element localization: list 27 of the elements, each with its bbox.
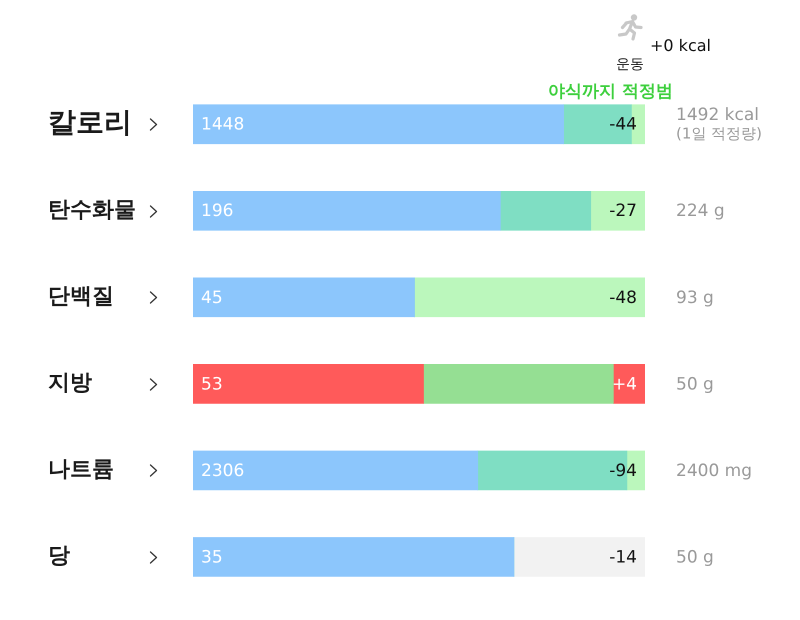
annotation: 35 <box>201 547 223 568</box>
annotation: 2306 <box>201 460 244 481</box>
y-tick-label: 탄수화물 <box>48 198 136 223</box>
text: 2400 mg <box>676 460 752 481</box>
annotation: 야식까지 적정범 <box>548 82 673 102</box>
text: 50 g <box>676 547 714 568</box>
annotation: -27 <box>609 201 637 222</box>
annotation: 45 <box>201 288 223 308</box>
annotation: -94 <box>609 460 637 481</box>
text: 1492 kcal (1일 적정량) <box>676 105 762 143</box>
annotation: -44 <box>609 114 637 135</box>
text: 93 g <box>676 288 714 308</box>
annotation: 1448 <box>201 114 244 135</box>
y-tick-label: 지방 <box>48 370 92 396</box>
text: 224 g <box>676 201 725 222</box>
annotation: +4 <box>612 374 637 394</box>
text: 운동 <box>616 56 644 73</box>
y-tick-label: 단백질 <box>48 284 114 310</box>
annotation: -14 <box>609 547 637 568</box>
text: +0 kcal <box>650 36 711 56</box>
annotation: 196 <box>201 201 234 222</box>
y-tick-label: 나트륨 <box>48 457 114 482</box>
y-tick-label: 칼로리 <box>48 106 132 139</box>
annotation: 53 <box>201 374 223 394</box>
text: 50 g <box>676 374 714 394</box>
y-tick-label: 당 <box>48 544 70 569</box>
annotation: -48 <box>609 288 637 308</box>
